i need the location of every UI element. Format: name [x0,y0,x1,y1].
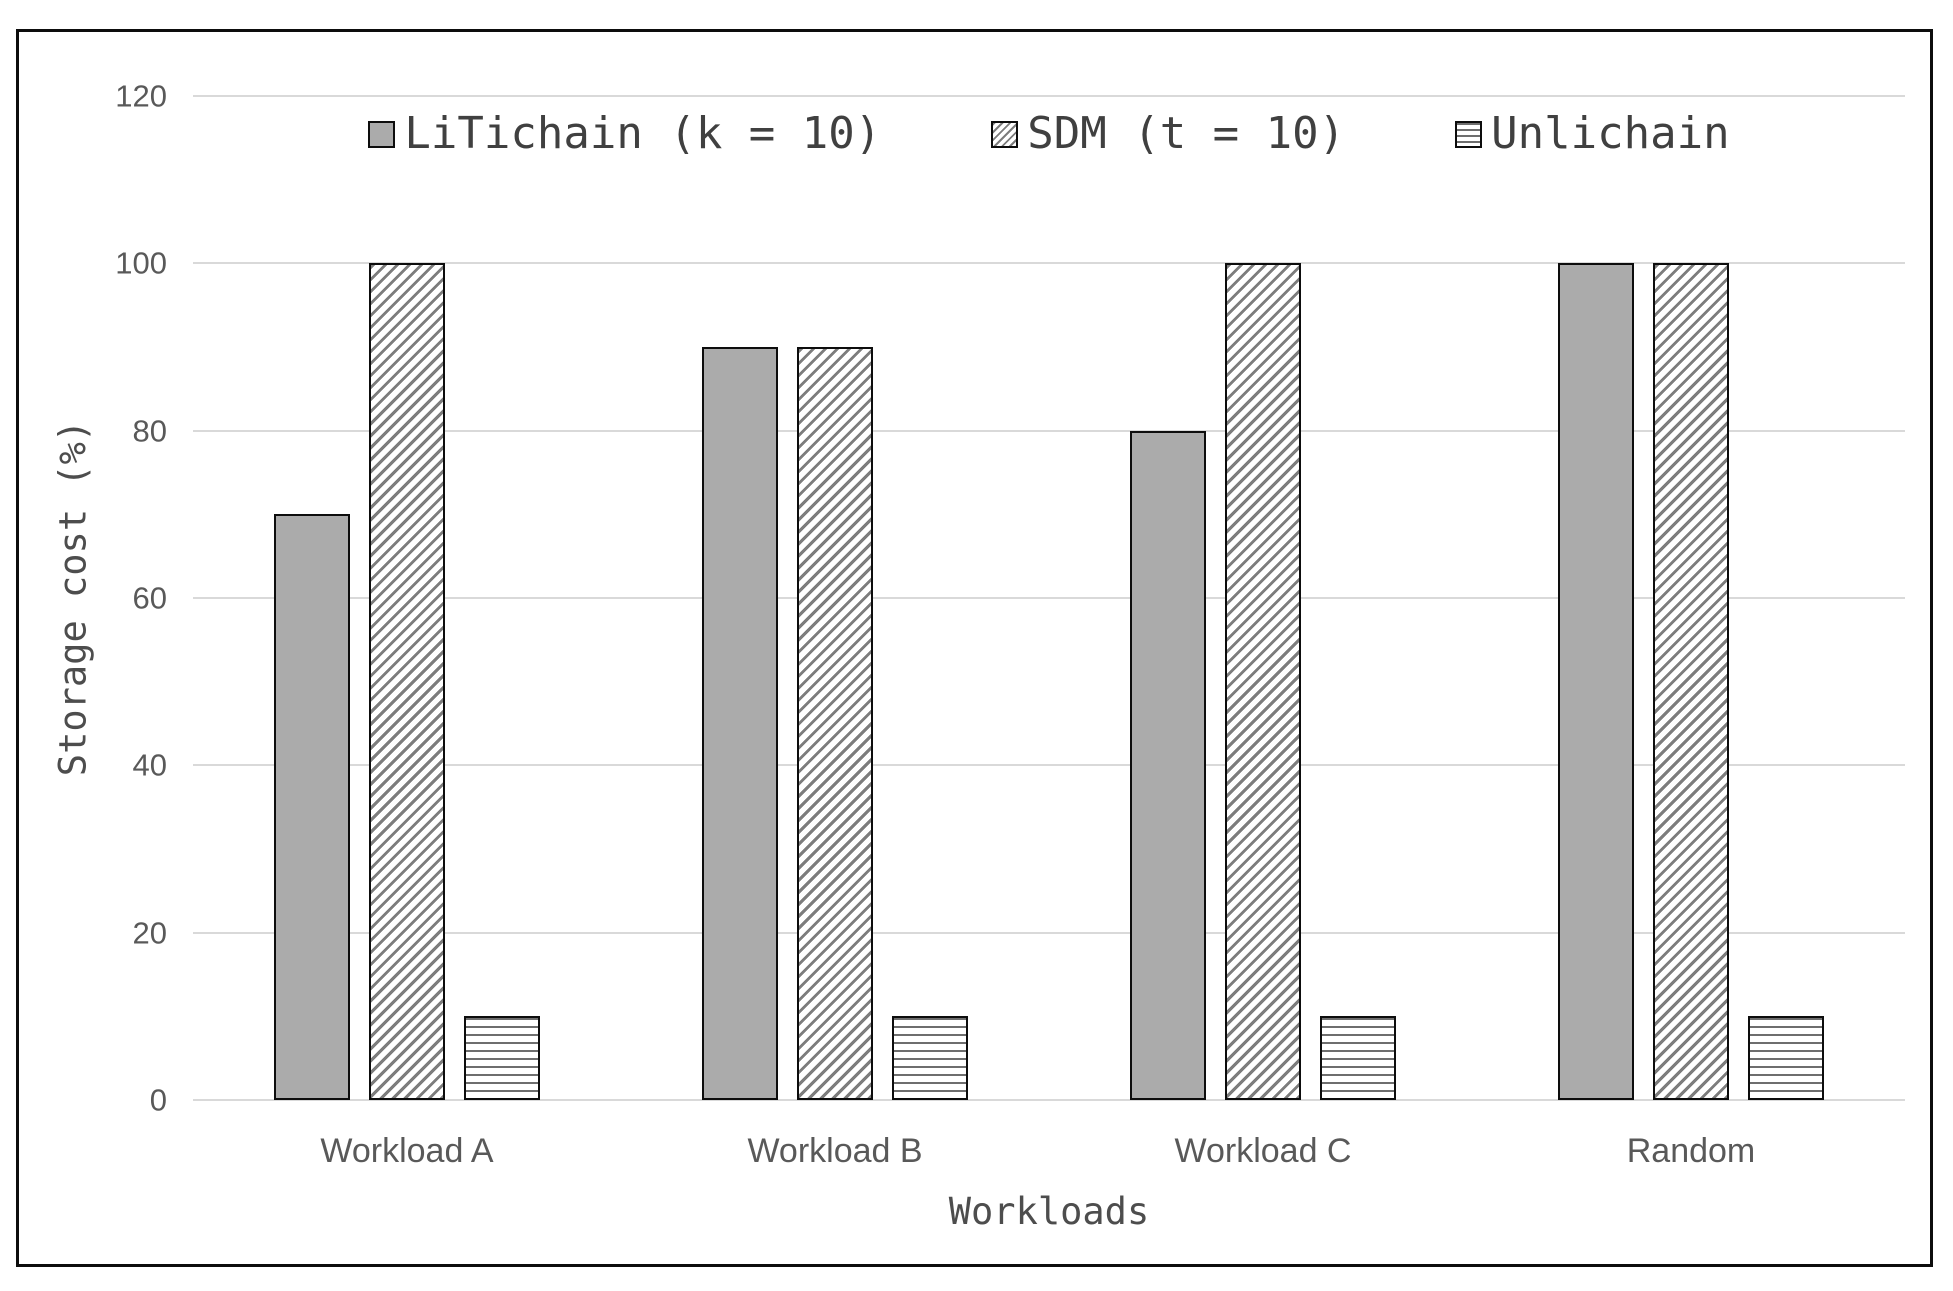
gridline-120 [193,95,1905,97]
bar-unlichain-workload-b [892,1016,968,1100]
x-axis-title: Workloads [948,1190,1150,1233]
gridline-80 [193,429,1905,432]
y-tick-label-100: 100 [115,245,167,281]
bar-unlichain-workload-a [464,1016,540,1100]
legend-swatch-unlichain-icon [1455,120,1483,148]
y-tick-label-0: 0 [149,1082,167,1118]
y-axis-title: Storage cost (%) [51,419,95,777]
gridline-20 [193,931,1905,934]
category-label-workload-b: Workload B [747,1132,923,1170]
bar-sdm-t-10-random [1653,263,1729,1100]
legend-item-unlichain: Unlichain [1455,108,1730,159]
legend-label-unlichain: Unlichain [1491,108,1730,159]
bar-unlichain-workload-c [1320,1016,1396,1100]
legend: LiTichain (k = 10) SDM (t = 10) Unlichain [193,108,1905,159]
bar-litichain-k-10-workload-b [702,347,778,1100]
gridline-60 [193,597,1905,599]
bar-unlichain-random [1748,1016,1824,1100]
y-axis-tick-labels: 0 20 40 60 80 100 120 [19,81,167,1116]
bar-group-workload-c [1049,96,1477,1100]
bar-sdm-t-10-workload-c [1225,263,1301,1100]
legend-label-sdm-t-10: SDM (t = 10) [1027,108,1346,159]
gridline-100 [193,262,1905,265]
gridline-40 [193,764,1905,767]
legend-swatch-litichain-k-10-icon [368,120,396,148]
bar-group-workload-a [193,96,621,1100]
legend-swatch-sdm-t-10-icon [991,120,1019,148]
x-axis-category-labels: Workload A Workload B Workload C Random [193,1132,1905,1171]
bar-litichain-k-10-random [1558,263,1634,1100]
category-label-workload-a: Workload A [320,1132,494,1170]
y-tick-label-120: 120 [115,78,167,114]
bar-group-random [1477,96,1905,1100]
legend-item-litichain-k-10: LiTichain (k = 10) [368,108,882,159]
category-label-workload-c: Workload C [1174,1132,1352,1170]
y-tick-label-80: 80 [132,413,167,449]
bar-sdm-t-10-workload-a [369,263,445,1100]
legend-item-sdm-t-10: SDM (t = 10) [991,108,1346,159]
bar-group-workload-b [621,96,1049,1100]
plot-area [193,95,1905,1101]
y-tick-label-40: 40 [132,747,167,783]
bar-groups [193,96,1905,1100]
y-tick-label-20: 20 [132,915,167,951]
chart-frame: LiTichain (k = 10) SDM (t = 10) Unlichain … [16,29,1933,1267]
bar-sdm-t-10-workload-b [797,347,873,1100]
category-label-random: Random [1626,1132,1756,1170]
bar-litichain-k-10-workload-a [274,514,350,1100]
bar-litichain-k-10-workload-c [1130,430,1206,1100]
legend-label-litichain-k-10: LiTichain (k = 10) [404,108,882,159]
gridline-0 [193,1099,1905,1101]
y-tick-label-60: 60 [132,580,167,616]
